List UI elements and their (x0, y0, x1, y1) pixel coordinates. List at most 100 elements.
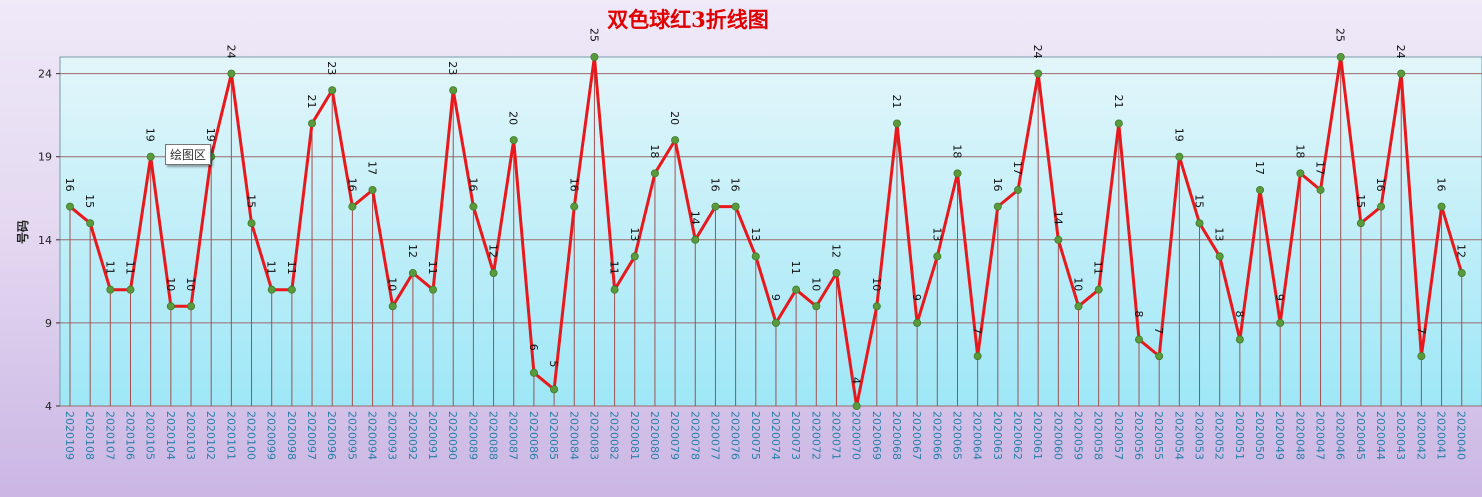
data-point (1034, 69, 1043, 78)
data-point (852, 401, 861, 410)
data-label: 24 (1031, 45, 1044, 59)
x-tick-label: 2020048 (1293, 411, 1306, 460)
x-tick-label: 2020053 (1193, 411, 1206, 460)
x-tick-label: 2020046 (1334, 411, 1347, 460)
x-tick-label: 2020101 (224, 411, 237, 460)
x-tick-label: 2020075 (749, 411, 762, 460)
data-label: 16 (1435, 178, 1448, 192)
x-tick-label: 2020061 (1031, 411, 1044, 460)
data-point (792, 285, 801, 294)
x-tick-label: 2020077 (708, 411, 721, 460)
data-point (650, 169, 659, 178)
x-tick-label: 2020045 (1354, 411, 1367, 460)
data-point (1094, 285, 1103, 294)
data-point (590, 53, 599, 62)
plot-area[interactable] (59, 56, 1482, 407)
data-label: 15 (1193, 194, 1206, 208)
data-label: 9 (910, 294, 923, 301)
data-label: 13 (930, 227, 943, 241)
data-point (1316, 185, 1325, 194)
data-label: 7 (1152, 327, 1165, 334)
data-point (933, 252, 942, 261)
x-tick-label: 2020055 (1152, 411, 1165, 460)
x-tick-label: 2020097 (305, 411, 318, 460)
data-label: 7 (1414, 327, 1427, 334)
data-label: 23 (446, 61, 459, 75)
x-tick-label: 2020050 (1253, 411, 1266, 460)
data-point (287, 285, 296, 294)
data-point (1437, 202, 1446, 211)
data-label: 14 (688, 211, 701, 225)
x-tick-label: 2020091 (426, 411, 439, 460)
data-label: 16 (466, 178, 479, 192)
x-tick-label: 2020044 (1374, 411, 1387, 460)
data-label: 17 (366, 161, 379, 175)
x-tick-label: 2020083 (587, 411, 600, 460)
x-tick-label: 2020092 (406, 411, 419, 460)
data-point (1356, 219, 1365, 228)
x-tick-label: 2020105 (144, 411, 157, 460)
data-point (247, 219, 256, 228)
data-point (509, 136, 518, 145)
data-label: 19 (1172, 128, 1185, 142)
data-point (892, 119, 901, 128)
data-label: 18 (648, 144, 661, 158)
data-point (872, 302, 881, 311)
x-tick-label: 2020042 (1414, 411, 1427, 460)
x-tick-label: 2020106 (124, 411, 137, 460)
x-tick-label: 2020051 (1233, 411, 1246, 460)
x-tick-label: 2020068 (890, 411, 903, 460)
data-point (1256, 185, 1265, 194)
data-point (308, 119, 317, 128)
x-tick-label: 2020094 (366, 411, 379, 460)
x-tick-label: 2020049 (1273, 411, 1286, 460)
data-label: 5 (547, 360, 560, 367)
x-tick-label: 2020072 (809, 411, 822, 460)
data-point (1377, 202, 1386, 211)
x-tick-label: 2020064 (971, 411, 984, 460)
x-tick-label: 2020090 (446, 411, 459, 460)
x-tick-label: 2020082 (608, 411, 621, 460)
data-point (1054, 235, 1063, 244)
data-point (973, 352, 982, 361)
data-label: 12 (406, 244, 419, 258)
data-label: 11 (1092, 261, 1105, 275)
data-point (691, 235, 700, 244)
data-point (610, 285, 619, 294)
data-point (429, 285, 438, 294)
data-label: 13 (1213, 227, 1226, 241)
x-tick-label: 2020060 (1051, 411, 1064, 460)
data-label: 24 (1394, 45, 1407, 59)
data-point (630, 252, 639, 261)
data-label: 17 (1314, 161, 1327, 175)
data-point (1276, 318, 1285, 327)
x-tick-label: 2020071 (829, 411, 842, 460)
data-label: 10 (1072, 277, 1085, 291)
data-label: 11 (265, 261, 278, 275)
data-label: 25 (1334, 28, 1347, 42)
data-point (731, 202, 740, 211)
data-point (388, 302, 397, 311)
data-point (993, 202, 1002, 211)
data-point (328, 86, 337, 95)
x-tick-label: 2020087 (507, 411, 520, 460)
data-label: 16 (63, 178, 76, 192)
data-label: 9 (769, 294, 782, 301)
data-point (126, 285, 135, 294)
x-tick-label: 2020102 (204, 411, 217, 460)
data-point (671, 136, 680, 145)
x-tick-label: 2020103 (184, 411, 197, 460)
data-label: 10 (164, 277, 177, 291)
data-label: 18 (1293, 144, 1306, 158)
x-tick-label: 2020066 (930, 411, 943, 460)
data-label: 12 (487, 244, 500, 258)
data-label: 15 (1354, 194, 1367, 208)
chart-title: 双色球红3折线图 (607, 7, 769, 32)
x-tick-label: 2020067 (910, 411, 923, 460)
data-point (106, 285, 115, 294)
data-label: 19 (204, 128, 217, 142)
data-label: 4 (850, 377, 863, 384)
data-point (449, 86, 458, 95)
data-point (368, 185, 377, 194)
